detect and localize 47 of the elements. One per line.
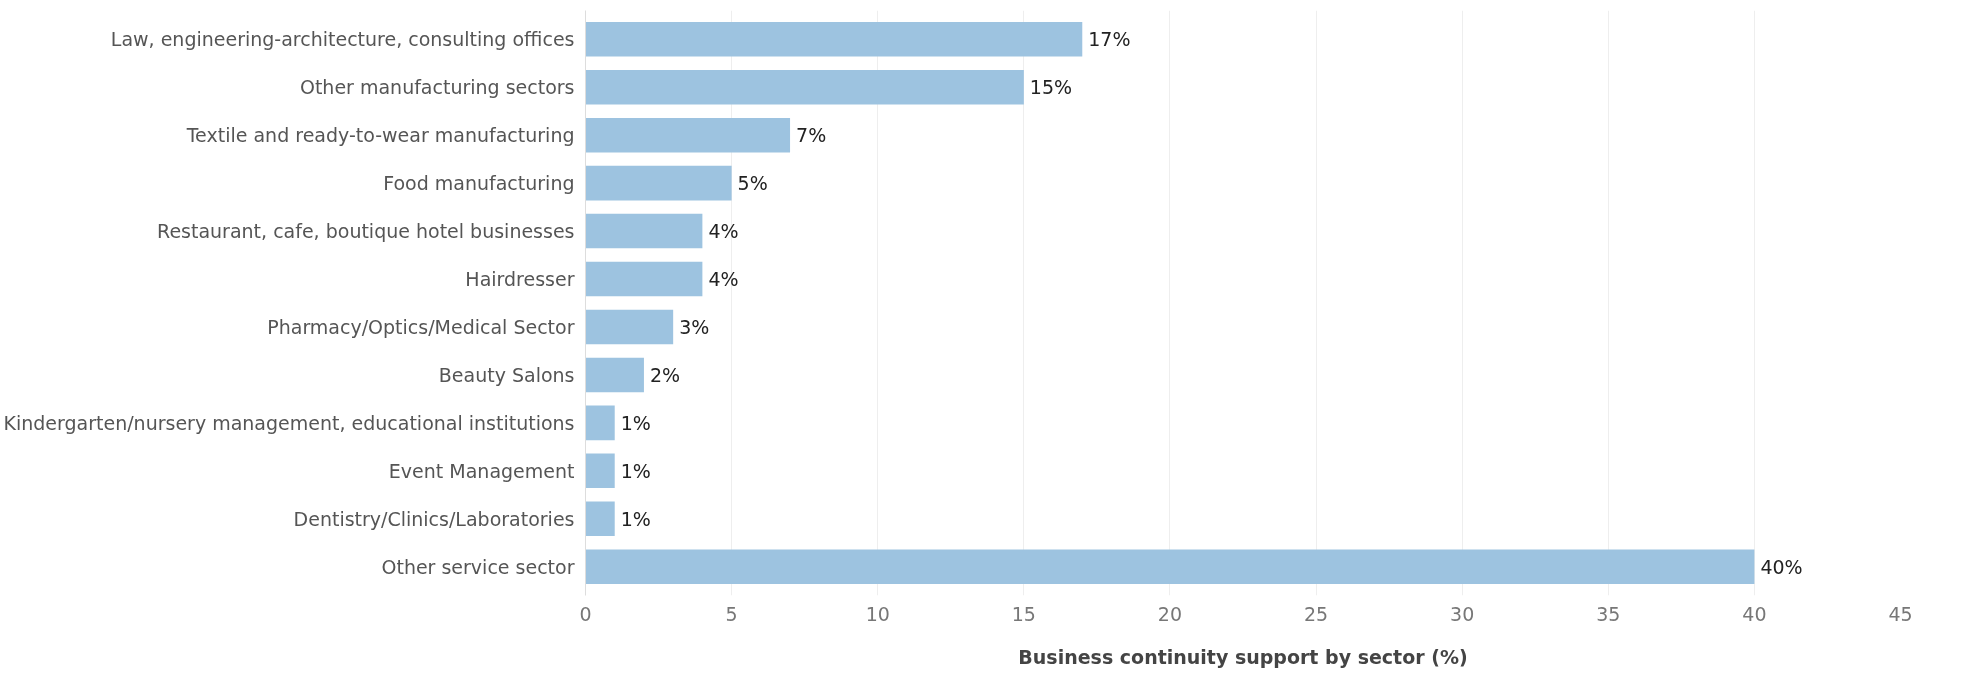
y-tick-label: Other manufacturing sectors: [299, 76, 575, 99]
data-label: 4%: [708, 220, 739, 243]
x-tick-label: 30: [1450, 602, 1475, 625]
y-tick-label: Food manufacturing: [383, 172, 575, 195]
bar: [585, 213, 703, 249]
data-label: 1%: [620, 459, 651, 482]
x-tick-label: 25: [1303, 602, 1329, 625]
x-tick-label: 20: [1157, 602, 1183, 625]
data-label: 7%: [796, 124, 827, 147]
bar: [585, 453, 615, 489]
bar: [585, 165, 732, 201]
x-axis-title: Business continuity support by sector (%): [1018, 645, 1468, 668]
bar: [585, 22, 1083, 57]
data-label: 1%: [620, 507, 651, 530]
x-tick-label: 35: [1596, 602, 1621, 625]
data-label: 40%: [1760, 555, 1803, 578]
y-tick-label: Textile and ready-to-wear manufacturing: [185, 124, 575, 147]
x-tick-label: 15: [1011, 602, 1036, 625]
bar: [585, 549, 1755, 584]
bar: [585, 69, 1024, 105]
bar: [585, 261, 703, 297]
y-tick-label: Restaurant, cafe, boutique hotel businesses: [157, 220, 575, 243]
y-tick-label: Pharmacy/Optics/Medical Sector: [267, 315, 575, 338]
x-tick-label: 0: [579, 602, 592, 625]
x-tick-label: 40: [1742, 602, 1767, 625]
y-tick-label: Law, engineering-architecture, consulting offices: [110, 28, 575, 51]
bar: [585, 357, 644, 393]
bar: [585, 405, 615, 441]
data-label: 15%: [1029, 76, 1073, 99]
data-label: 1%: [620, 411, 651, 434]
y-tick-label: Kindergarten/nursery management, educational institutions: [3, 411, 575, 434]
y-tick-label: Hairdresser: [465, 268, 575, 291]
bar: [585, 117, 791, 153]
y-tick-label: Dentistry/Clinics/Laboratories: [293, 507, 575, 530]
y-tick-label: Event Management: [388, 459, 575, 482]
data-label: 5%: [737, 172, 768, 195]
x-tick-label: 45: [1888, 602, 1913, 625]
data-label: 3%: [679, 315, 710, 338]
x-tick-label: 5: [725, 602, 738, 625]
data-label: 2%: [649, 363, 681, 386]
bar: [585, 309, 674, 345]
y-tick-label: Beauty Salons: [438, 363, 575, 386]
data-label: 17%: [1088, 28, 1131, 51]
bar: [585, 501, 615, 537]
x-tick-label: 10: [865, 602, 890, 625]
y-tick-label: Other service sector: [381, 555, 575, 578]
data-label: 4%: [708, 268, 739, 291]
